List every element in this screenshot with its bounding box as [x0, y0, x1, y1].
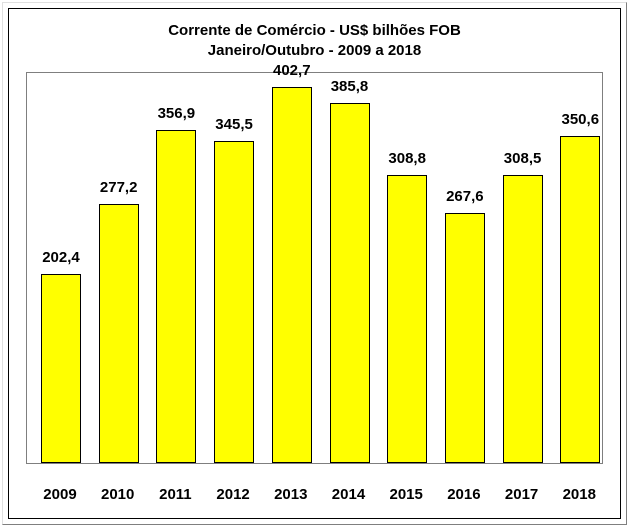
chart-title-line2: Janeiro/Outubro - 2009 a 2018: [0, 42, 629, 59]
x-axis-label: 2011: [147, 486, 205, 503]
bar-group: 308,5: [489, 71, 547, 463]
x-axis-label: 2014: [320, 486, 378, 503]
data-label: 202,4: [32, 249, 90, 266]
bar: [214, 141, 254, 463]
bar: [387, 175, 427, 463]
bar-group: 308,8: [373, 71, 431, 463]
x-axis-label: 2015: [377, 486, 435, 503]
figure: Corrente de Comércio - US$ bilhões FOB J…: [0, 0, 629, 527]
data-label: 402,7: [263, 62, 321, 79]
bar-group: 356,9: [142, 71, 200, 463]
data-label: 308,8: [378, 150, 436, 167]
x-axis-label: 2016: [435, 486, 493, 503]
bar: [445, 213, 485, 463]
data-label: 267,6: [436, 188, 494, 205]
bar: [156, 130, 196, 463]
data-label: 277,2: [90, 179, 148, 196]
bar: [330, 103, 370, 463]
x-axis-label: 2018: [550, 486, 608, 503]
data-label: 308,5: [494, 150, 552, 167]
bar-group: 202,4: [27, 71, 85, 463]
x-axis-label: 2013: [262, 486, 320, 503]
bar-group: 267,6: [431, 71, 489, 463]
bar-group: 402,7: [258, 71, 316, 463]
bar: [272, 87, 312, 463]
bar-group: 345,5: [200, 71, 258, 463]
data-label: 350,6: [551, 111, 609, 128]
bar-group: 350,6: [546, 71, 604, 463]
bar: [41, 274, 81, 463]
x-axis-label: 2017: [493, 486, 551, 503]
x-axis-label: 2009: [31, 486, 89, 503]
data-label: 345,5: [205, 116, 263, 133]
bar-group: 277,2: [85, 71, 143, 463]
x-axis-label: 2010: [89, 486, 147, 503]
data-label: 356,9: [148, 105, 206, 122]
bar: [503, 175, 543, 463]
plot-area: 202,4277,2356,9345,5402,7385,8308,8267,6…: [26, 72, 603, 464]
chart-title-line1: Corrente de Comércio - US$ bilhões FOB: [0, 22, 629, 39]
data-label: 385,8: [321, 78, 379, 95]
bar: [99, 204, 139, 463]
x-axis-label: 2012: [204, 486, 262, 503]
bar-group: 385,8: [316, 71, 374, 463]
bar: [560, 136, 600, 463]
